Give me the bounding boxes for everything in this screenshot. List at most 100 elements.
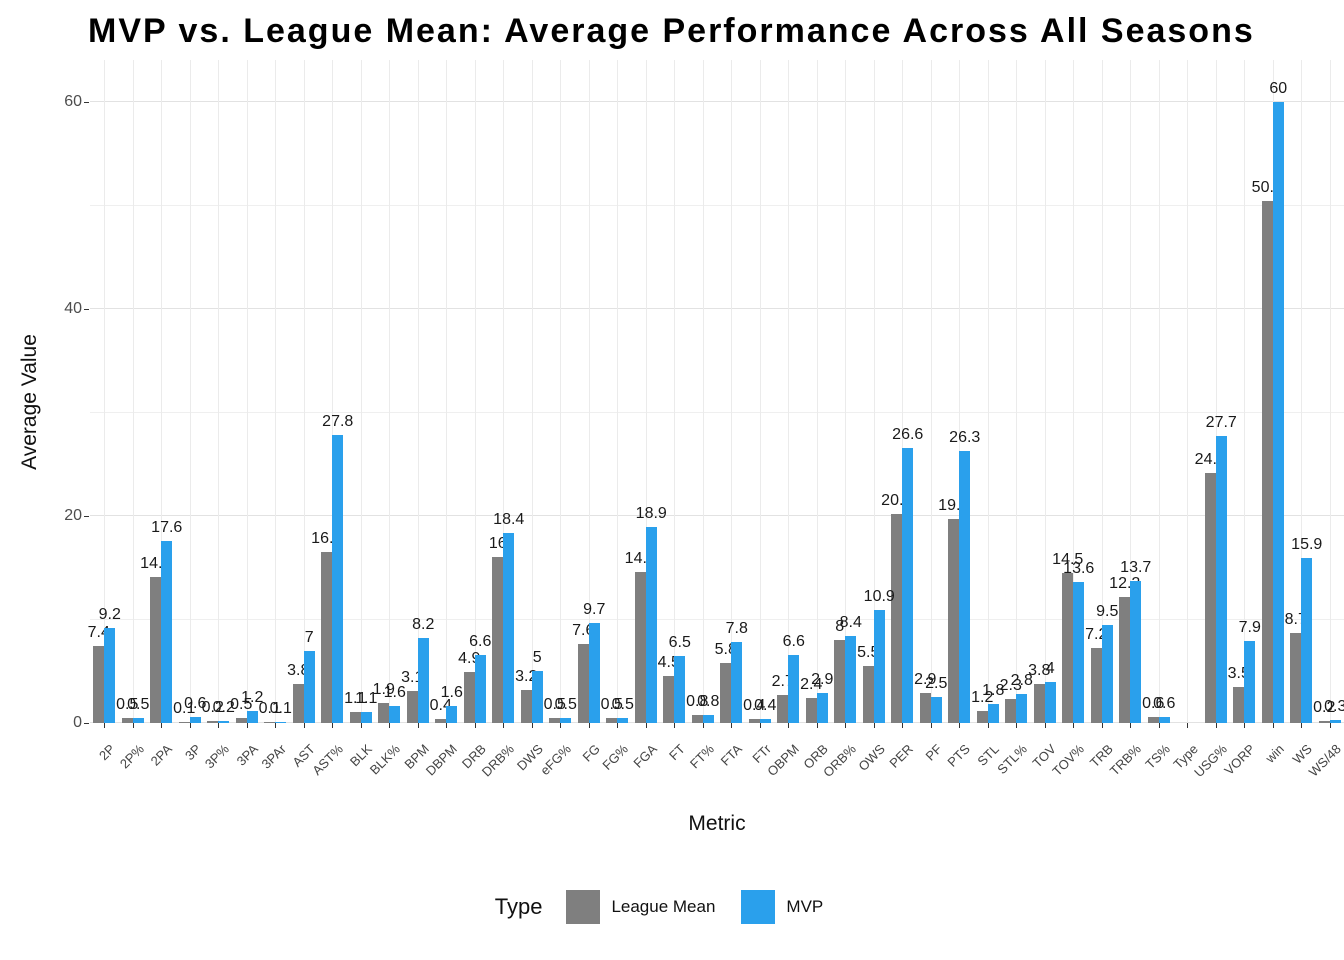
- gridline-v: [560, 60, 562, 723]
- gridline-v: [303, 60, 305, 723]
- gridline-v: [161, 60, 163, 723]
- bar-value-label: 0.5: [543, 695, 566, 713]
- bar-value-label: 4: [1045, 659, 1055, 677]
- x-axis-tick: [1301, 723, 1303, 728]
- gridline-h-major: [90, 515, 1344, 516]
- x-axis-tick: [702, 723, 704, 728]
- bar-value-label: 0.1: [173, 699, 196, 717]
- bar-mvp: [1016, 694, 1028, 723]
- bar-league-mean: [634, 571, 646, 723]
- gridline-v: [816, 60, 818, 723]
- bar-value-label: 0.5: [611, 695, 634, 713]
- gridline-v: [1073, 60, 1075, 723]
- x-axis-tick: [104, 723, 106, 728]
- x-axis-tick: [788, 723, 790, 728]
- x-axis-tick: [930, 723, 932, 728]
- bar-value-label: 7.9: [1238, 619, 1261, 637]
- bar-value-label: 9.2: [98, 605, 121, 623]
- x-axis-tick: [588, 723, 590, 728]
- bar-mvp: [674, 655, 686, 723]
- bar-mvp: [1215, 436, 1227, 723]
- bar-value-label: 2.4: [800, 676, 823, 694]
- gridline-v: [275, 60, 277, 723]
- gridline-v: [1244, 60, 1246, 723]
- y-tick-label: 60: [64, 93, 82, 110]
- bar-mvp: [702, 714, 714, 723]
- x-axis-tick: [1187, 723, 1189, 728]
- y-axis-tick: [84, 516, 89, 517]
- x-axis-tick: [987, 723, 989, 728]
- bar-league-mean: [1261, 201, 1273, 723]
- bar-mvp: [560, 717, 572, 723]
- bar-mvp: [959, 450, 971, 723]
- legend-swatch-league-mean: [566, 890, 601, 924]
- bar-mvp: [161, 540, 173, 723]
- bar-value-label: 0.6: [1153, 694, 1176, 712]
- x-axis-tick: [816, 723, 818, 728]
- bar-value-label: 26.3: [949, 428, 981, 446]
- bar-league-mean: [264, 721, 276, 723]
- bar-value-label: 13.7: [1120, 559, 1152, 577]
- bar-mvp: [617, 717, 629, 723]
- bar-mvp: [1044, 681, 1056, 723]
- x-axis-tick: [303, 723, 305, 728]
- bar-mvp: [474, 654, 486, 723]
- bar-league-mean: [1290, 632, 1302, 723]
- gridline-v: [360, 60, 362, 723]
- bar-value-label: 6.6: [782, 632, 805, 650]
- gridline-v: [417, 60, 419, 723]
- x-axis-tick: [1244, 723, 1246, 728]
- bar-league-mean: [1204, 472, 1216, 723]
- bar-mvp: [303, 650, 315, 723]
- bar-value-label: 8.2: [412, 616, 435, 634]
- gridline-v: [246, 60, 248, 723]
- x-axis-tick: [218, 723, 220, 728]
- bar-value-label: 0.8: [697, 692, 720, 710]
- legend-label-mvp: MVP: [786, 897, 824, 916]
- bar-league-mean: [349, 711, 361, 723]
- gridline-v: [474, 60, 476, 723]
- gridline-v: [332, 60, 334, 723]
- x-axis-tick: [560, 723, 562, 728]
- bar-value-label: 27.8: [322, 413, 354, 431]
- x-axis-tick: [332, 723, 334, 728]
- gridline-v: [617, 60, 619, 723]
- bar-value-label: 17.6: [151, 518, 183, 536]
- bar-league-mean: [948, 519, 960, 723]
- bar-value-label: 3.8: [1028, 661, 1051, 679]
- gridline-v: [788, 60, 790, 723]
- gridline-v: [1044, 60, 1046, 723]
- bar-value-label: 1.8: [982, 682, 1005, 700]
- bar-mvp: [1272, 102, 1284, 723]
- bar-league-mean: [919, 693, 931, 723]
- plot-panel: 7.4 0.5 14.1 0.1 0.2 0.5 0.1 3.8 16.5 1.1 1.9 3.1 0.…: [88, 60, 1344, 723]
- x-axis-tick: [1130, 723, 1132, 728]
- legend: Type League Mean MVP: [0, 882, 1344, 932]
- x-axis-tick: [474, 723, 476, 728]
- bar-value-label: 1.1: [355, 689, 378, 707]
- bar-league-mean: [150, 577, 162, 723]
- x-axis-tick: [1272, 723, 1274, 728]
- bar-mvp: [1130, 581, 1142, 723]
- x-axis-tick: [132, 723, 134, 728]
- bar-mvp: [873, 610, 885, 723]
- gridline-v: [873, 60, 875, 723]
- bar-value-label: 6.6: [469, 632, 492, 650]
- bar-mvp: [132, 717, 144, 723]
- bar-mvp: [246, 710, 258, 723]
- x-axis-tick: [503, 723, 505, 728]
- bar-value-label: 0.6: [1142, 694, 1165, 712]
- bar-value-label: 1.2: [971, 688, 994, 706]
- bar-mvp: [531, 671, 543, 723]
- y-tick-label: 20: [64, 507, 82, 524]
- gridline-v: [1301, 60, 1303, 723]
- gridline-v: [588, 60, 590, 723]
- x-axis-tick: [759, 723, 761, 728]
- bar-value-label: 0.5: [127, 695, 150, 713]
- bar-league-mean: [1318, 720, 1330, 723]
- bar-mvp: [446, 706, 458, 723]
- x-axis-tick: [189, 723, 191, 728]
- x-axis-tick: [959, 723, 961, 728]
- gridline-v: [531, 60, 533, 723]
- bar-mvp: [1329, 719, 1341, 723]
